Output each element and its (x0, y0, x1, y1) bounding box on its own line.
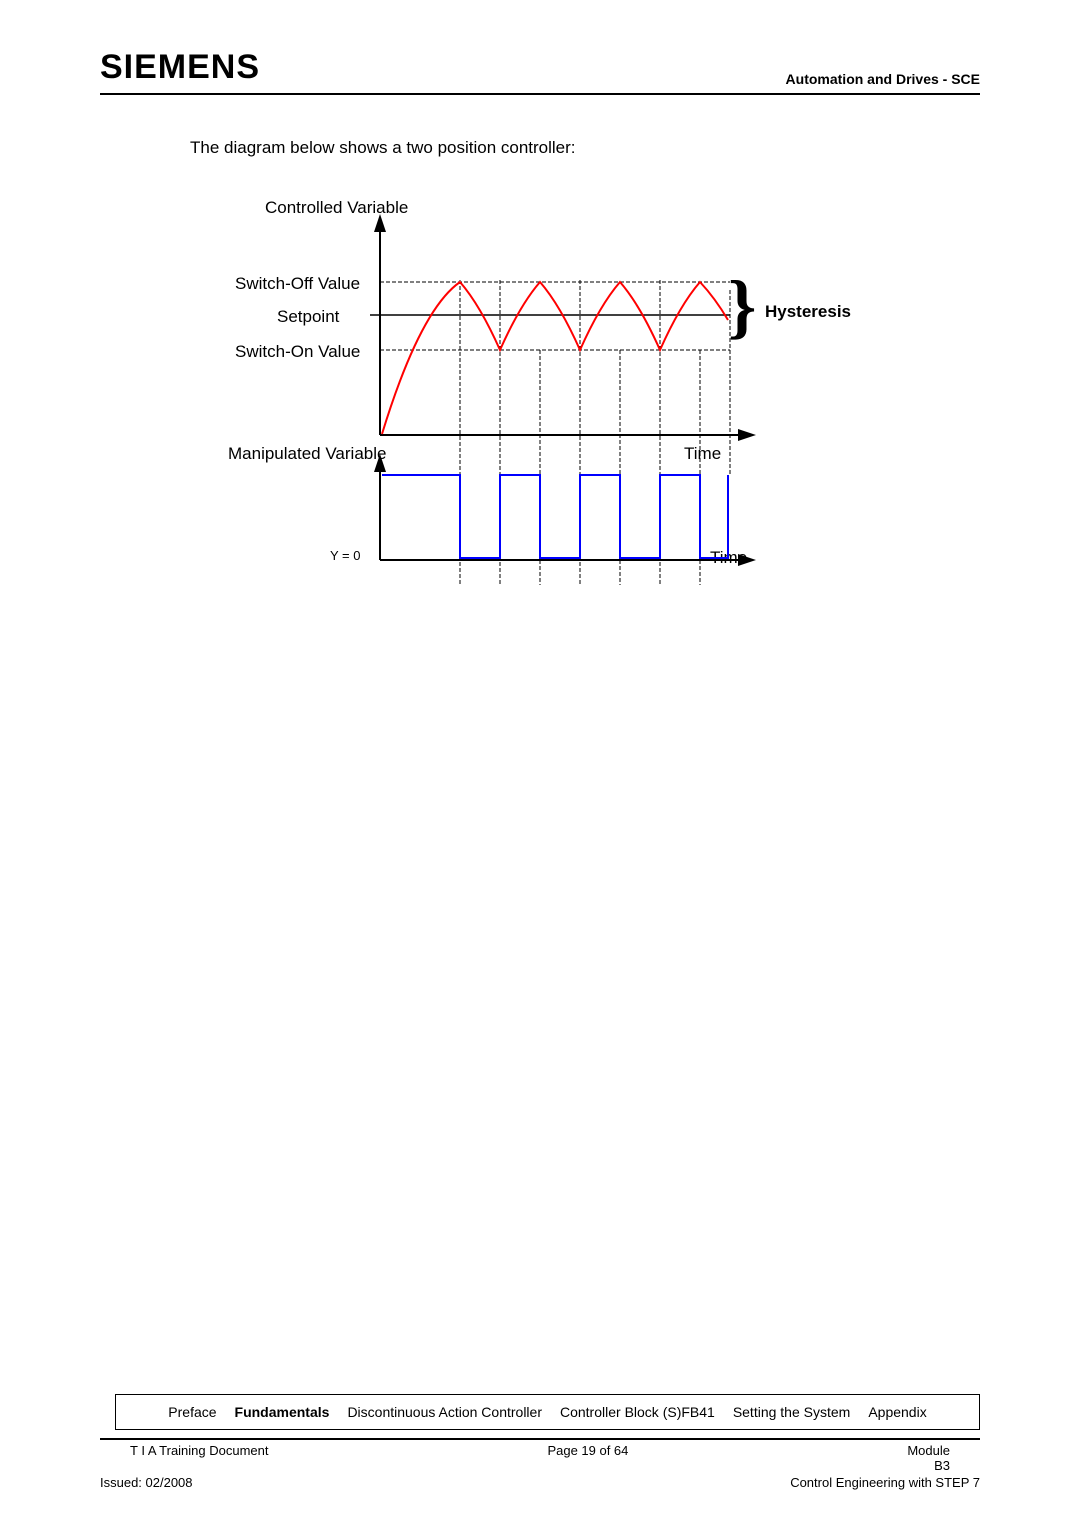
nav-discontinuous: Discontinuous Action Controller (347, 1404, 542, 1420)
nav-setting-system: Setting the System (733, 1404, 851, 1420)
footer-rule (100, 1438, 980, 1440)
footer-module: Module (907, 1443, 950, 1458)
footer-module-sub: B3 (934, 1458, 950, 1473)
intro-text: The diagram below shows a two position c… (190, 138, 576, 158)
header-subtitle: Automation and Drives - SCE (786, 71, 980, 87)
diagram-svg (220, 190, 860, 590)
siemens-logo: SIEMENS (100, 48, 260, 87)
footer-page: Page 19 of 64 (547, 1443, 628, 1473)
controlled-variable-curve (382, 282, 728, 434)
nav-preface: Preface (168, 1404, 216, 1420)
page-header: SIEMENS Automation and Drives - SCE (100, 50, 980, 95)
nav-fundamentals: Fundamentals (235, 1404, 330, 1420)
footer-subject: Control Engineering with STEP 7 (790, 1475, 980, 1490)
footer-doc: T I A Training Document (130, 1443, 269, 1473)
manipulated-variable-curve (382, 475, 728, 558)
nav-controller-block: Controller Block (S)FB41 (560, 1404, 715, 1420)
page-footer: T I A Training Document Page 19 of 64 Mo… (100, 1443, 980, 1490)
section-nav: Preface Fundamentals Discontinuous Actio… (115, 1394, 980, 1430)
footer-issued: Issued: 02/2008 (100, 1475, 193, 1490)
nav-appendix: Appendix (868, 1404, 926, 1420)
two-position-controller-diagram: Controlled Variable Switch-Off Value Set… (220, 190, 860, 590)
page: SIEMENS Automation and Drives - SCE The … (0, 0, 1080, 1528)
